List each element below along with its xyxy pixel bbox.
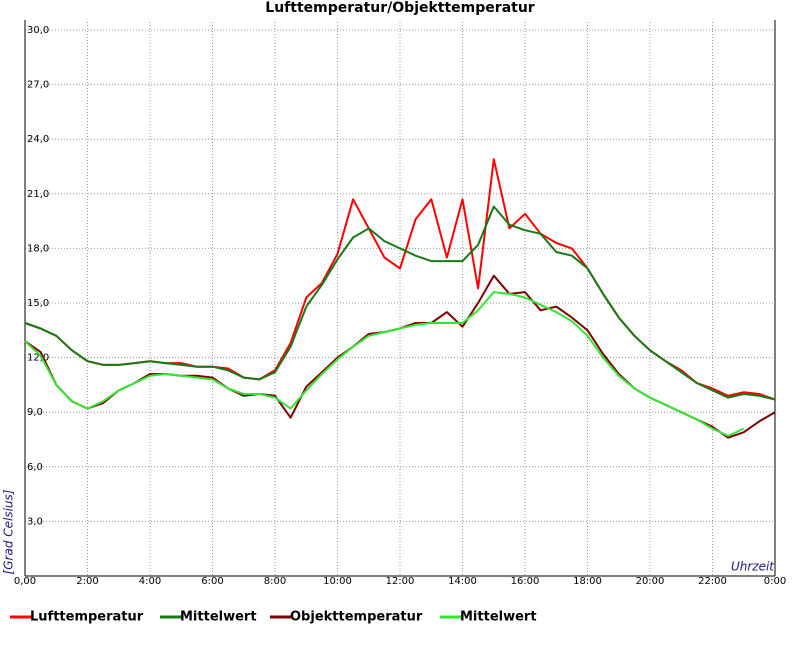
y-tick-label: 18,0 [27, 243, 49, 254]
x-tick-label: 2:00 [76, 576, 98, 587]
x-axis-label: Uhrzeit [731, 560, 775, 574]
x-tick-label: 0:00 [764, 576, 786, 587]
y-tick-label: 30,0 [27, 25, 49, 36]
y-tick-label: 24,0 [27, 134, 49, 145]
legend-label: Mittelwert [460, 610, 537, 625]
legend-label: Mittelwert [180, 610, 257, 625]
x-tick-label: 8:00 [264, 576, 286, 587]
series-line [24, 205, 776, 401]
x-tick-label: 14:00 [448, 576, 477, 587]
x-tick-label: 4:00 [139, 576, 161, 587]
series-line [24, 274, 776, 439]
y-tick-label: 9,0 [27, 407, 43, 418]
legend-label: Lufttemperatur [30, 610, 144, 625]
y-tick-label: 15,0 [27, 298, 49, 309]
chart-title: Lufttemperatur/Objekttemperatur [265, 0, 535, 16]
y-tick-label: 3,0 [27, 516, 43, 527]
y-tick-label: 21,0 [27, 189, 49, 200]
x-tick-label: 0,00 [14, 576, 36, 587]
y-tick-label: 12,0 [27, 353, 49, 364]
x-tick-label: 16:00 [511, 576, 540, 587]
y-tick-label: 6,0 [27, 462, 43, 473]
legend-label: Objekttemperatur [290, 610, 423, 625]
x-tick-label: 12:00 [386, 576, 415, 587]
x-tick-label: 18:00 [573, 576, 602, 587]
y-axis-label: [Grad Celsius] [2, 489, 16, 574]
x-tick-label: 22:00 [698, 576, 727, 587]
series-line [24, 291, 745, 437]
x-tick-label: 10:00 [323, 576, 352, 587]
x-tick-label: 6:00 [201, 576, 223, 587]
y-tick-label: 27,0 [27, 80, 49, 91]
x-tick-label: 20:00 [636, 576, 665, 587]
